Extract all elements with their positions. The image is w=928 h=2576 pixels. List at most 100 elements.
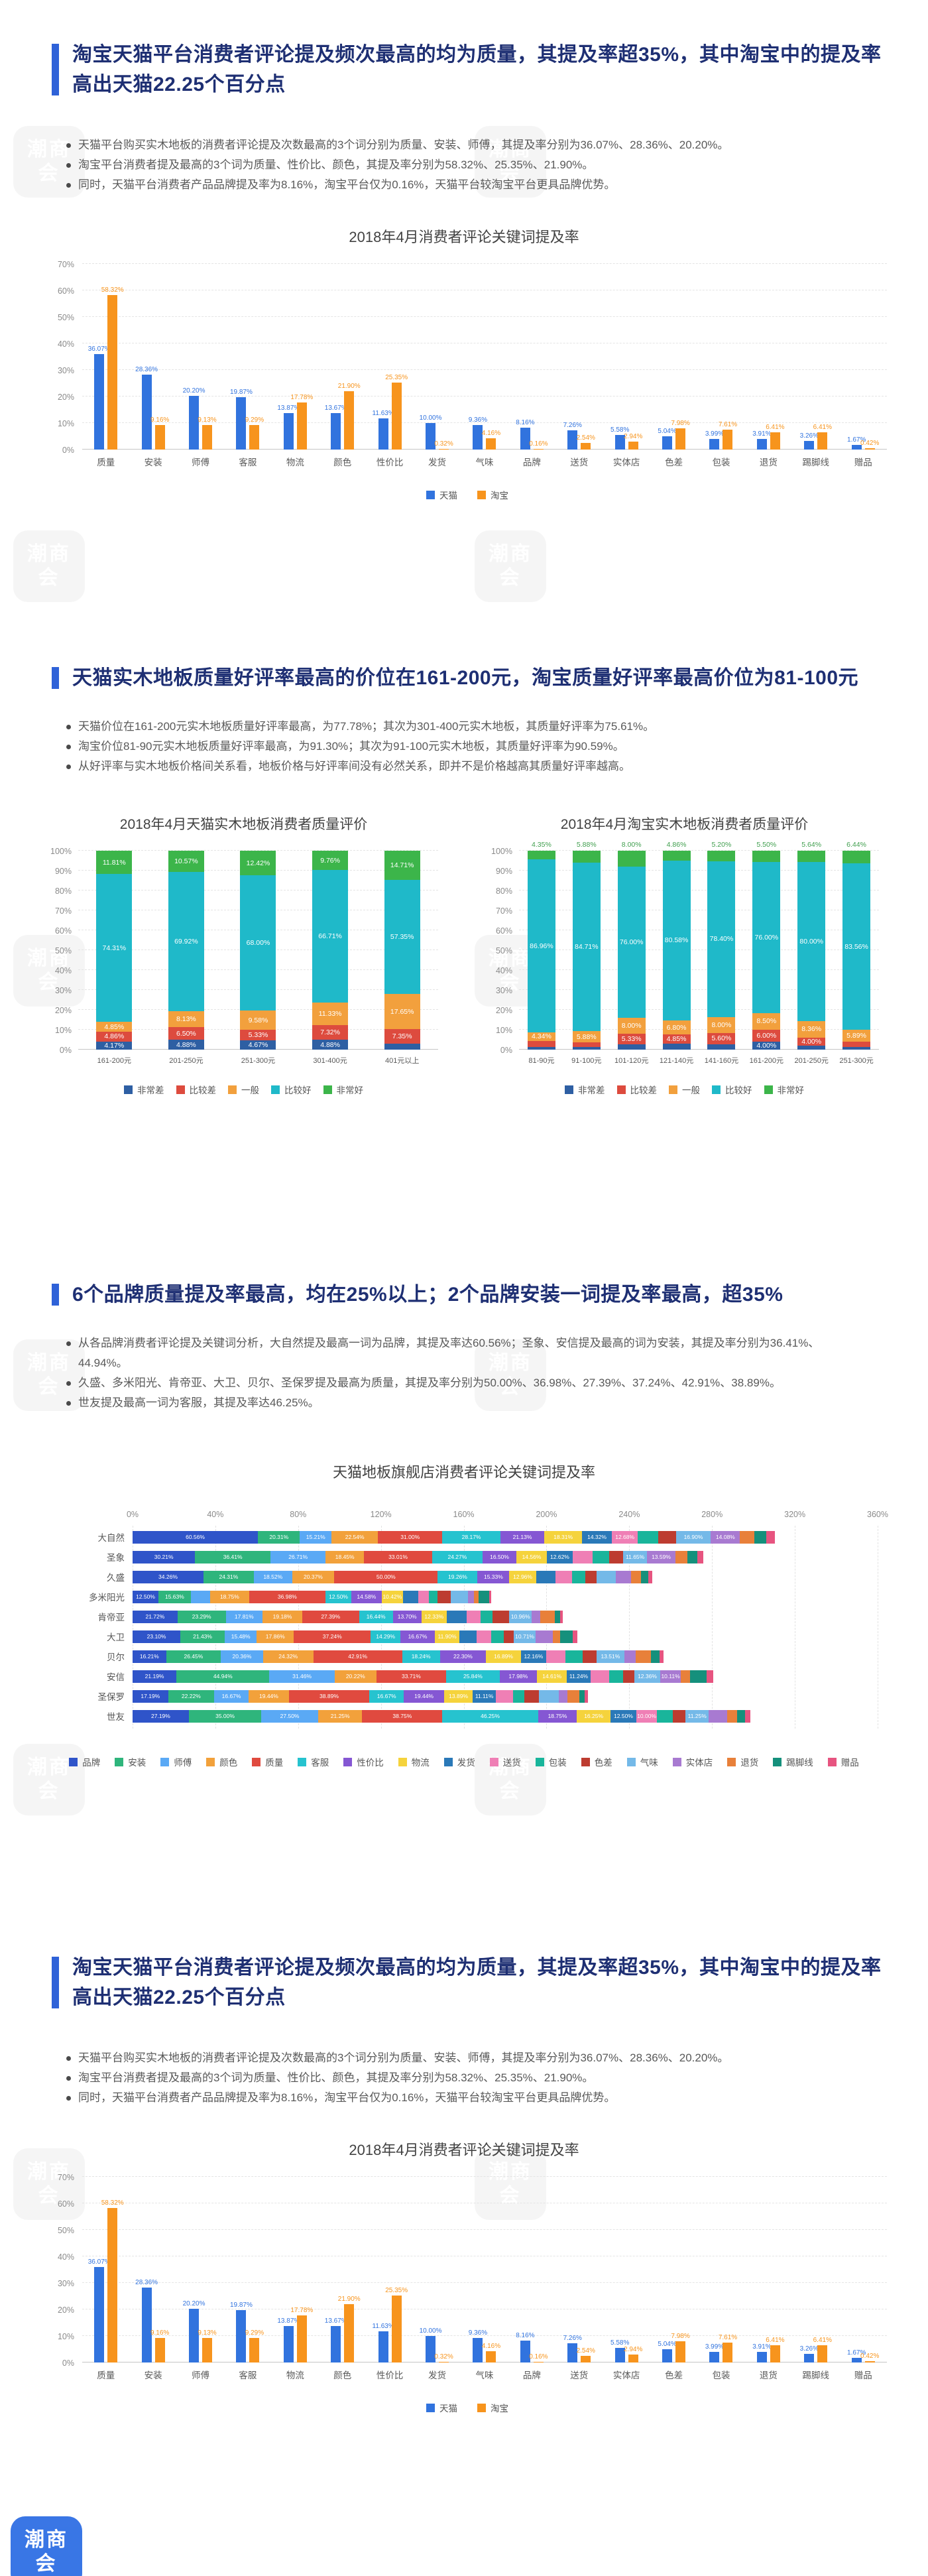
- segment-label: 6.50%: [176, 1029, 196, 1038]
- bar-segment: [546, 1650, 566, 1663]
- stacked-bar: 21.72% 23.29% 17.81% 19.18% 27.39% 16.44% 13.7…: [133, 1610, 878, 1623]
- segment-label: 44.94%: [213, 1673, 233, 1680]
- legend-item: 赠品: [827, 1755, 859, 1768]
- bar-segment: [478, 1590, 490, 1603]
- bar-value-label: 5.04%: [658, 427, 677, 435]
- segment-label: 21.13%: [512, 1534, 532, 1540]
- section-3-title-row: 6个品牌质量提及率最高，均在25%以上；2个品牌安装一词提及率最高，超35%: [52, 1280, 888, 1310]
- bar-wrap: 6.41%: [766, 2177, 785, 2362]
- stacked-bar: 7.35% 17.65% 57.35% 14.71%: [384, 851, 420, 1050]
- bar-row: 世友 27.19% 35.00% 27.50% 21.25% 38.75% 46.25% 18…: [107, 1706, 878, 1726]
- grid-line: [519, 850, 879, 851]
- bar-segment: 11.11%: [473, 1689, 496, 1703]
- grid-line: [463, 1526, 465, 1729]
- stacked-bar: 4.67% 5.33% 9.58% 68.00% 12.42%: [240, 851, 276, 1050]
- segment-label: 5.89%: [846, 1031, 866, 1040]
- bar-segment: 26.71%: [270, 1550, 326, 1564]
- bar: [202, 2338, 213, 2362]
- bar-wrap: 0.16%: [529, 264, 548, 450]
- bar: [804, 2353, 815, 2362]
- bar-groups: 36.07% 58.32% 28.36% 9.16% 20.20% 9.13% 19.87%…: [82, 264, 887, 450]
- y-axis-label: 10%: [495, 1026, 512, 1035]
- bar-wrap: 3.26%: [800, 264, 819, 450]
- plot-area: 0% 10% 20% 30% 40% 50% 60% 70% 36.07% 58.32% 28.36…: [58, 260, 887, 455]
- bar: [817, 2345, 828, 2362]
- bar: [236, 2309, 247, 2362]
- bar-segment: 5.33%: [240, 1030, 276, 1040]
- bar-wrap: 6.41%: [766, 264, 785, 450]
- grid-line: [82, 263, 887, 264]
- y-axis-label: 30%: [57, 2279, 74, 2288]
- bar: [486, 2351, 496, 2362]
- segment-label: 13.59%: [652, 1554, 671, 1560]
- legend-label: 退货: [740, 1758, 759, 1768]
- watermark-text-line: 潮商: [489, 2161, 532, 2183]
- legend-swatch: [827, 1757, 837, 1766]
- bar-segment: 22.30%: [439, 1650, 487, 1663]
- bar-segment: 27.50%: [261, 1709, 319, 1723]
- segment-label: 17.19%: [141, 1693, 160, 1699]
- bar-segment: 31.46%: [269, 1670, 335, 1683]
- bar-segment: 38.89%: [288, 1689, 370, 1703]
- bar-groups: 4.34% 86.96% 4.35% 5.88% 84.71% 5.88% 5.33% 8.0…: [519, 841, 879, 1050]
- watermark-text-line: 会: [38, 162, 60, 184]
- legend-item: 品牌: [69, 1755, 100, 1768]
- bar-segment: 18.31%: [544, 1530, 583, 1544]
- bar-group: 10.00% 0.32%: [414, 264, 461, 450]
- bar-segment: [681, 1670, 691, 1683]
- segment-label: 16.21%: [139, 1653, 159, 1660]
- y-axis-label: 60%: [57, 286, 74, 296]
- legend-item: 一般: [228, 1083, 259, 1096]
- legend-item: 客服: [298, 1755, 329, 1768]
- bar-value-label: 7.26%: [563, 421, 582, 429]
- bar-segment: [690, 1670, 707, 1683]
- bar-segment: [737, 1709, 745, 1723]
- section-2: 天猫实木地板质量好评率最高的价位在161-200元，淘宝质量好评率最高价位为81…: [0, 663, 928, 1096]
- bar-segment: [754, 1530, 766, 1544]
- y-axis-label: 40%: [57, 339, 74, 349]
- bar-segment: [573, 1550, 593, 1564]
- bar-segment: 8.00%: [617, 1018, 646, 1034]
- bar-segment: [842, 851, 871, 864]
- legend-item: 淘宝: [477, 2401, 508, 2414]
- bar-segment: 27.39%: [302, 1610, 359, 1623]
- segment-label: 6.00%: [756, 1032, 777, 1040]
- x-axis-label: 质量: [97, 2370, 115, 2380]
- x-axis-label: 退货: [759, 458, 778, 467]
- bar: [296, 2315, 307, 2362]
- segment-label: 60.56%: [186, 1534, 205, 1540]
- bar-value-label: 58.32%: [101, 2199, 124, 2207]
- legend-swatch: [271, 1085, 280, 1094]
- bar-segment: [555, 1570, 572, 1583]
- segment-label: 5.33%: [248, 1031, 268, 1039]
- bar-wrap: 25.35%: [385, 264, 408, 450]
- bar-segment: [797, 851, 826, 862]
- bar-segment: 86.96%: [527, 859, 555, 1032]
- bar-wrap: 13.67%: [325, 264, 347, 450]
- y-axis-label: 50%: [54, 946, 72, 955]
- bar: [756, 439, 767, 450]
- section-1-title: 淘宝天猫平台消费者评论提及频次最高的均为质量，其提及率超35%，其中淘宝中的提及…: [72, 44, 882, 95]
- grid-line: [82, 316, 887, 317]
- x-axis-labels: 质量 安装 师傅 客服 物流 颜色 性价比 发货 气味 品牌 送货 实体店 色差 包装 退货 踢脚线 赠品: [82, 455, 887, 468]
- bar: [817, 432, 828, 450]
- bar-segment: 16.67%: [400, 1630, 435, 1643]
- bar-value-label: 0.16%: [529, 2353, 548, 2361]
- segment-label: 5.88%: [576, 1032, 597, 1041]
- segment-label: 24.32%: [278, 1653, 298, 1660]
- watermark-seal: 潮商会: [13, 2148, 85, 2220]
- bar-segment: 8.50%: [752, 1012, 781, 1030]
- x-axis-label: 320%: [784, 1510, 806, 1519]
- bar-group: 3.91% 6.41%: [745, 2177, 792, 2362]
- legend-label: 气味: [640, 1758, 658, 1768]
- bar-segment: 18.75%: [210, 1590, 249, 1603]
- segment-label: 17.98%: [508, 1673, 528, 1680]
- bar-segment: 74.31%: [96, 874, 133, 1022]
- brand-label: 圣保罗: [97, 1692, 125, 1702]
- watermark-text-line: 潮商: [489, 139, 532, 160]
- segment-label: 27.39%: [321, 1613, 341, 1620]
- bar-segment: 66.71%: [312, 870, 349, 1003]
- x-axis-label: 送货: [570, 2370, 589, 2380]
- y-axis-label: 0%: [62, 2359, 74, 2368]
- bar-value-label: 28.36%: [135, 365, 158, 373]
